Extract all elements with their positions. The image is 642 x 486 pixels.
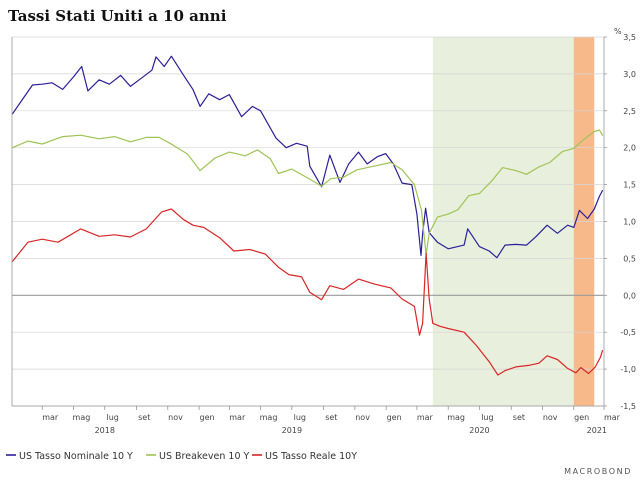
legend-label: US Breakeven 10 Y <box>159 451 250 462</box>
chart-title: Tassi Stati Uniti a 10 anni <box>8 7 227 25</box>
series-lines <box>11 55 604 376</box>
x-tick-label: mar <box>229 413 246 422</box>
gridlines <box>12 36 604 407</box>
x-tick-label: nov <box>168 413 183 422</box>
x-tick-label: mag <box>73 413 91 422</box>
legend-label: US Tasso Nominale 10 Y <box>19 451 133 462</box>
x-tick-label: mag <box>260 413 278 422</box>
series-line-1 <box>11 55 604 259</box>
y-tick-label: 3,0 <box>623 70 636 79</box>
x-tick-label: set <box>138 413 150 422</box>
y-tick-label: 2,5 <box>623 107 636 116</box>
x-tick-label: mar <box>417 413 434 422</box>
year-label: 2018 <box>95 426 115 435</box>
x-tick-label: mar <box>604 413 621 422</box>
x-tick-label: gen <box>387 413 402 422</box>
axes: 3,5 3,0 2,5 2,0 1,5 1,0 0,5 0,0 -0,5 -1,0 -1,5 mar m… <box>11 33 636 435</box>
series-line-3 <box>11 208 604 376</box>
y-unit-label: % <box>614 27 622 36</box>
legend: US Tasso Nominale 10 Y US Breakeven 10 Y U… <box>6 451 357 462</box>
x-tick-label: lug <box>481 413 493 422</box>
year-label: 2019 <box>282 426 302 435</box>
y-tick-label: -1,5 <box>620 402 636 411</box>
x-tick-label: nov <box>543 413 558 422</box>
x-tick-label: set <box>513 413 525 422</box>
y-tick-label: 1,5 <box>623 181 636 190</box>
y-tick-label: 2,0 <box>623 144 636 153</box>
y-tick-label: 0,5 <box>623 254 636 263</box>
x-tick-label: mar <box>42 413 59 422</box>
series-line-2 <box>11 129 604 256</box>
x-tick-label: mag <box>447 413 465 422</box>
x-tick-label: lug <box>294 413 306 422</box>
x-tick-label: lug <box>107 413 119 422</box>
legend-label: US Tasso Reale 10Y <box>265 451 357 462</box>
y-tick-label: 0,0 <box>623 291 636 300</box>
x-tick-label: gen <box>574 413 589 422</box>
year-label: 2021 <box>587 426 607 435</box>
y-tick-label: -1,0 <box>620 365 636 374</box>
y-tick-label: 3,5 <box>623 33 636 42</box>
year-label: 2020 <box>469 426 489 435</box>
brand-logo: MACROBOND <box>564 467 632 476</box>
x-tick-label: gen <box>199 413 214 422</box>
x-tick-label: set <box>325 413 337 422</box>
x-tick-label: nov <box>355 413 370 422</box>
y-tick-label: -0,5 <box>620 328 636 337</box>
y-tick-label: 1,0 <box>623 218 636 227</box>
